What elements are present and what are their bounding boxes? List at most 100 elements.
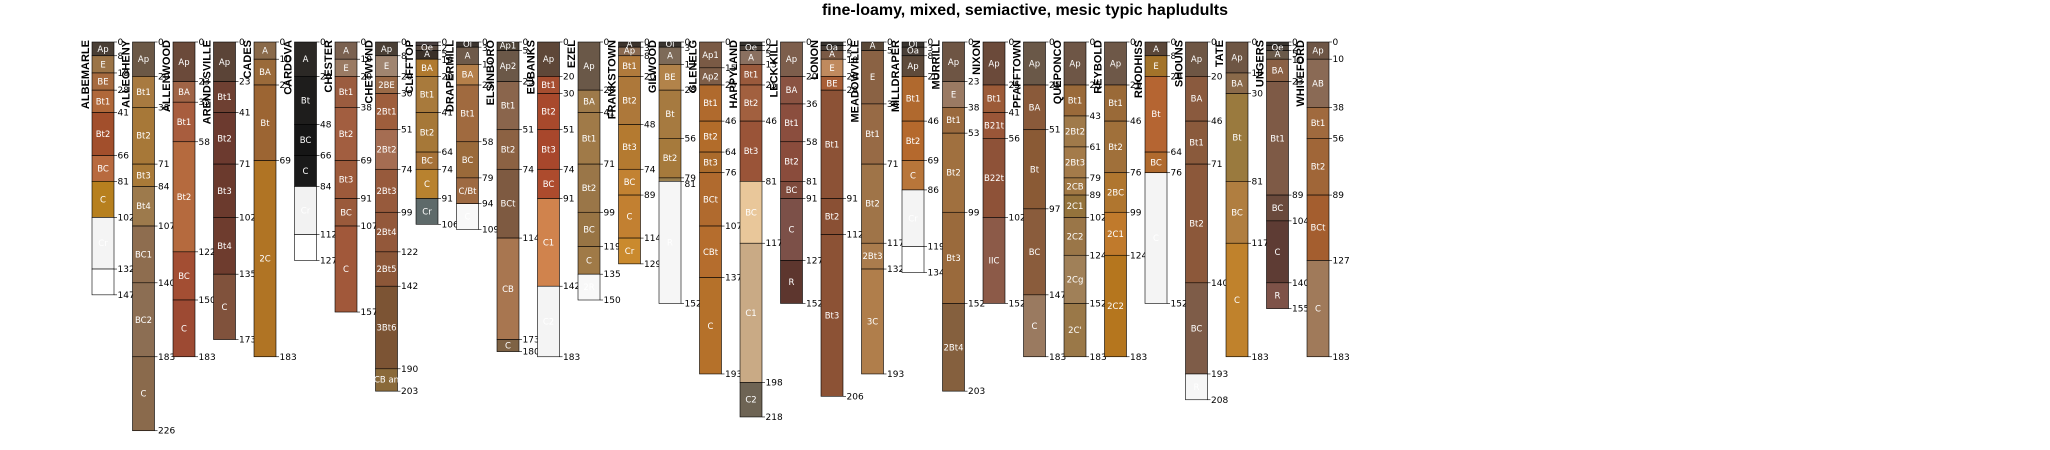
horizon [1063, 303, 1087, 358]
horizon [496, 339, 520, 352]
horizon [334, 225, 358, 313]
horizon-label: Bt1 [946, 116, 961, 126]
depth-label: 124 [1130, 251, 1147, 261]
horizon-label: Oe [1272, 43, 1284, 53]
profile-tate: Ap BA Bt BC C 0 18 30 81 117 183 TATE [1214, 38, 1269, 363]
horizon-label: A [748, 53, 754, 63]
horizon-label: Bt2 [541, 108, 556, 118]
depth-label: 119 [604, 243, 621, 253]
horizon-label: A [1153, 45, 1159, 55]
horizon-label: Cr [301, 207, 311, 217]
depth-label: 91 [361, 195, 372, 205]
horizon [415, 198, 439, 225]
depth-label: 183 [563, 353, 580, 363]
depth-label: 132 [118, 265, 135, 275]
horizon-label: C [181, 324, 187, 334]
horizon-label: Oa [907, 47, 919, 57]
horizon-label: Bt1 [460, 109, 475, 119]
horizon-label: Bt3 [703, 158, 718, 168]
depth-label: 8 [644, 52, 650, 62]
depth-label: 117 [887, 239, 904, 249]
horizon-label: R [100, 278, 106, 288]
profile-name: MEADOWVILLE [850, 40, 862, 123]
horizon-label: Ap [988, 59, 999, 69]
depth-label: 91 [847, 195, 858, 205]
horizon-label: 3CB and [369, 375, 405, 385]
profile-ezel: Ap BA Bt1 Bt2 BC C 2R 0 28 41 71 99 119 135 150 EZEL [566, 38, 621, 306]
depth-label: 66 [320, 152, 332, 162]
horizon-label: E [384, 62, 389, 72]
horizon-label: 2Cg [1067, 275, 1084, 285]
profile-name: SHOUNS [1174, 40, 1186, 87]
horizon-label: A [303, 55, 309, 65]
horizon-label: Bt2 [501, 145, 516, 155]
depth-label: 203 [401, 387, 418, 397]
depth-label: 193 [725, 370, 742, 380]
horizon-label: Bt1 [1068, 96, 1083, 106]
profile-glenelg: Ap1 Ap2 Bt1 Bt2 Bt3 BCt CBt C 0 15 25 46 64 76 107 137 1… [688, 38, 743, 380]
depth-label: 0 [239, 38, 245, 48]
depth-label: 10 [361, 55, 373, 65]
depth-label: 0 [1090, 38, 1096, 48]
depth-label: 30 [563, 90, 575, 100]
depth-label: 66 [118, 152, 130, 162]
horizon [658, 177, 682, 182]
depth-label: 147 [118, 291, 135, 301]
depth-label: 114 [523, 234, 540, 244]
depth-label: 89 [1292, 191, 1304, 201]
horizon-label: Ap [219, 58, 230, 68]
depth-label: 152 [685, 299, 702, 309]
depth-label: 0 [563, 38, 569, 48]
depth-label: 64 [1171, 148, 1183, 158]
horizon-label: BA [462, 71, 474, 81]
horizon [780, 260, 803, 304]
horizon [699, 277, 722, 375]
depth-label: 97 [1049, 205, 1060, 215]
horizon-label: E [951, 90, 956, 100]
profile-name: EZEL [566, 40, 578, 68]
horizon [658, 181, 682, 304]
depth-label: 102 [118, 213, 135, 223]
horizon-label: Bt2 [865, 200, 880, 210]
horizon-label: Bt1 [177, 118, 192, 128]
profile-cades: A BA Bt 2C 0 10 25 69 183 CADES [242, 38, 297, 363]
horizon-label: Bt [1151, 110, 1161, 120]
depth-label: 89 [1090, 191, 1102, 201]
depth-label: 28 [685, 86, 697, 96]
depth-label: 38 [158, 103, 170, 113]
profile-name: WHITEFORD [1295, 40, 1307, 107]
depth-label: 0 [118, 38, 124, 48]
horizon-label: BCt [1311, 224, 1327, 234]
horizon [294, 234, 317, 261]
horizon-label: C [465, 213, 471, 223]
horizon-label: Bt3 [946, 254, 961, 264]
depth-label: 81 [766, 177, 777, 187]
depth-label: 198 [766, 379, 783, 389]
depth-label: 71 [887, 160, 898, 170]
depth-label: 0 [806, 38, 812, 48]
depth-label: 0 [1130, 38, 1136, 48]
horizon-label: C [343, 265, 349, 275]
depth-label: 71 [1211, 160, 1222, 170]
depth-label: 25 [280, 81, 291, 91]
horizon-label: C [627, 213, 633, 223]
profile-name: EUBANKS [526, 40, 538, 94]
horizon [456, 203, 479, 230]
depth-label: 13 [685, 60, 696, 70]
horizon-label: 2R [583, 283, 594, 293]
horizon-label: Bt1 [1311, 119, 1326, 129]
depth-label: 5 [1292, 50, 1298, 60]
profile-name: HAPPYLAND [728, 40, 740, 109]
depth-label: 183 [280, 353, 297, 363]
depth-label: 2 [1292, 44, 1298, 54]
depth-label: 8 [928, 52, 934, 62]
depth-label: 10 [1333, 55, 1345, 65]
horizon-label: 2Bt2 [1065, 127, 1085, 137]
horizon-label: Ap [786, 55, 797, 65]
depth-label: 69 [361, 157, 373, 167]
horizon-label: Bt3 [339, 176, 354, 186]
depth-label: 150 [199, 296, 216, 306]
horizon-label: BE [97, 78, 108, 88]
profile-name: DRAPERMILL [445, 40, 457, 112]
depth-label: 28 [847, 86, 859, 96]
